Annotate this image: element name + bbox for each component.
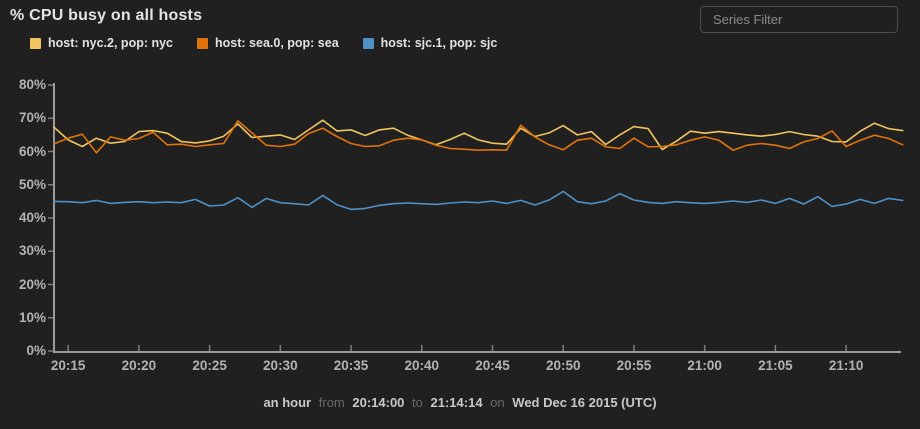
page-title: % CPU busy on all hosts	[10, 7, 203, 24]
y-axis-tick-label: 0%	[26, 343, 46, 358]
legend-item-sea[interactable]: host: sea.0, pop: sea	[197, 36, 339, 50]
y-axis-tick-label: 30%	[18, 243, 46, 259]
y-axis-tick-label: 80%	[18, 77, 46, 92]
legend-item-sjc[interactable]: host: sjc.1, pop: sjc	[362, 36, 498, 50]
series-line-host-nyc.2-pop-nyc	[53, 119, 904, 151]
range-on-label: on	[490, 395, 505, 410]
x-axis-tick-label: 20:20	[121, 358, 157, 373]
legend-label-nyc: host: nyc.2, pop: nyc	[48, 36, 174, 50]
y-axis-tick-label: 70%	[18, 110, 46, 126]
x-axis-tick-label: 20:30	[263, 358, 298, 373]
series-line-host-sea.0-pop-sea	[53, 120, 904, 154]
legend-swatch-nyc-icon	[30, 37, 41, 49]
x-axis-tick-label: 20:15	[50, 358, 86, 373]
x-axis-tick-label: 20:35	[333, 358, 369, 373]
range-duration: an hour	[263, 395, 312, 410]
legend-swatch-sjc-icon	[362, 37, 374, 49]
legend-label-sea: host: sea.0, pop: sea	[215, 36, 339, 50]
range-from-label: from	[318, 395, 345, 410]
legend-swatch-sea-icon	[197, 37, 209, 49]
x-axis-tick-label: 21:10	[828, 358, 864, 373]
time-range-footer: an hour from 20:14:00 to 21:14:14 on Wed…	[0, 395, 920, 410]
y-axis-tick-label: 20%	[18, 276, 46, 292]
x-axis-tick-label: 20:50	[545, 358, 581, 373]
range-date: Wed Dec 16 2015 (UTC)	[512, 395, 657, 410]
series-filter-input[interactable]	[700, 6, 898, 33]
x-axis-tick-label: 21:05	[758, 358, 793, 373]
y-axis-tick-label: 60%	[18, 143, 46, 159]
x-axis-tick-label: 20:40	[404, 358, 440, 373]
range-end-time: 21:14:14	[430, 395, 483, 410]
legend-item-nyc[interactable]: host: nyc.2, pop: nyc	[30, 36, 173, 50]
y-axis-tick-label: 10%	[18, 309, 46, 325]
chart-legend: host: nyc.2, pop: nyc host: sea.0, pop: …	[30, 36, 521, 50]
x-axis-tick-label: 21:00	[687, 358, 722, 373]
y-axis-tick-label: 40%	[18, 210, 46, 225]
legend-label-sjc: host: sjc.1, pop: sjc	[380, 36, 498, 50]
range-start-time: 20:14:00	[352, 395, 405, 410]
x-axis-tick-label: 20:45	[475, 358, 510, 373]
series-line-host-sjc.1-pop-sjc	[53, 190, 904, 211]
x-axis-tick-label: 20:25	[192, 358, 227, 373]
y-axis-tick-label: 50%	[18, 176, 46, 192]
range-to-label: to	[412, 395, 423, 410]
x-axis-tick-label: 20:55	[616, 358, 652, 373]
